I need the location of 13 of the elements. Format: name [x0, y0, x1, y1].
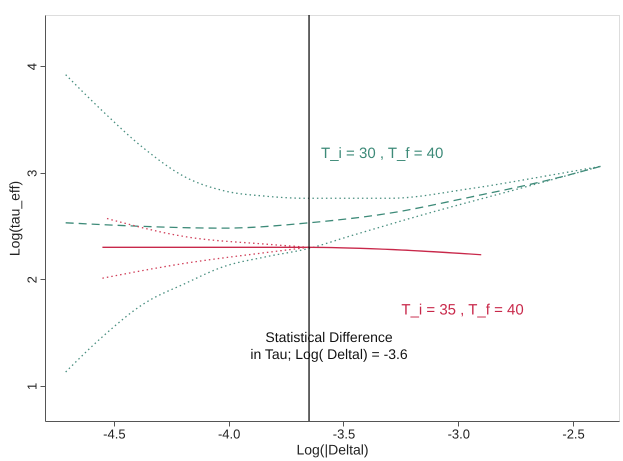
y-tick-label: 2 [24, 276, 40, 284]
y-axis-title: Log(tau_eff) [6, 180, 22, 256]
text: T_i = 30 , T_f = 40 [321, 144, 444, 162]
x-tick-label: -4.5 [103, 426, 126, 442]
y-tick-label: 4 [24, 63, 40, 70]
text: T_i = 35 , T_f = 40 [401, 301, 524, 318]
x-tick-label: -2.5 [562, 426, 585, 442]
y-tick-label: 1 [24, 382, 40, 390]
x-tick-label: -3.5 [332, 426, 356, 442]
x-tick-label: -4.0 [218, 426, 240, 442]
x-tick-label: -3.0 [448, 426, 470, 442]
y-tick-label: 3 [24, 170, 40, 177]
x-axis-title: Log(|Deltal) [296, 442, 369, 458]
